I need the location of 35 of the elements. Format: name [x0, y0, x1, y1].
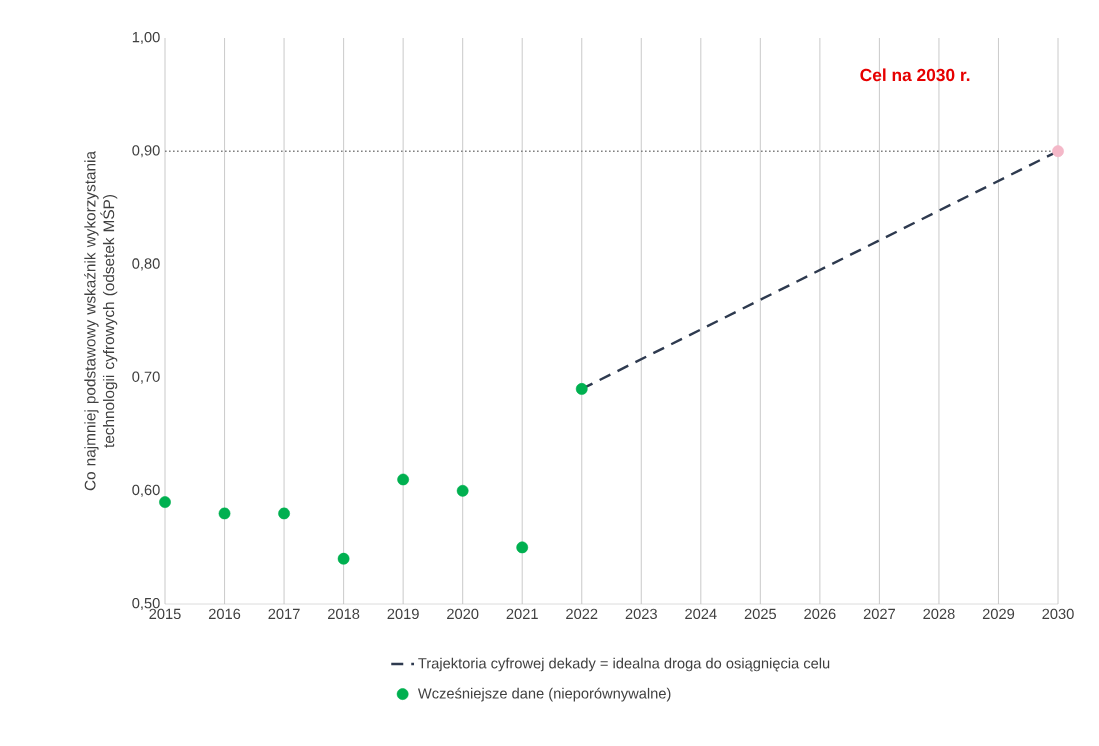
- x-tick-label: 2015: [149, 608, 181, 620]
- point: [516, 541, 529, 554]
- x-tick-label: 2027: [863, 608, 895, 620]
- x-tick-label: 2016: [208, 608, 241, 620]
- y-tick-label: 0,70: [132, 371, 160, 384]
- x-tick-label: 2018: [328, 608, 360, 620]
- x-tick-label: 2022: [566, 608, 598, 620]
- y-tick-label: 0,50: [132, 597, 160, 611]
- x-tick-label: 2030: [1042, 608, 1074, 620]
- y-tick-label: 0,60: [132, 484, 160, 497]
- y-tick-label: 1,00: [132, 31, 160, 45]
- legend-label: Wcześniejsze dane (nieporównywalne): [417, 687, 671, 702]
- point: [575, 383, 588, 395]
- x-tick-label: 2029: [982, 608, 1015, 620]
- x-tick-label: 2020: [447, 608, 479, 620]
- x-tick-label: 2023: [625, 608, 657, 620]
- point: [456, 484, 469, 497]
- x-tick-label: 2025: [744, 608, 777, 620]
- point: [218, 507, 231, 520]
- x-tick-label: 2026: [804, 608, 836, 620]
- y-axis-title: Co najmniej podstawowy wskaźnik wykorzystania technologii cyfrowych (odsetek MŚP): [84, 151, 118, 491]
- y-tick-label: 0,80: [132, 258, 160, 271]
- point: [337, 552, 350, 565]
- point: [397, 473, 410, 486]
- y-tick-label: 0,90: [132, 145, 160, 158]
- x-tick-label: 2017: [268, 608, 300, 620]
- x-tick-label: 2021: [506, 608, 538, 620]
- x-tick-label: 2024: [685, 608, 717, 620]
- annotation: Cel na 2030 r.: [860, 68, 970, 82]
- legend-label: Trajektoria cyfrowej dekady = idealna droga do osiągnięcia celu: [418, 657, 830, 672]
- x-tick-label: 2028: [923, 608, 955, 620]
- x-tick-label: 2019: [387, 608, 419, 620]
- point: [1052, 145, 1064, 158]
- point: [278, 507, 290, 520]
- point: [159, 496, 171, 508]
